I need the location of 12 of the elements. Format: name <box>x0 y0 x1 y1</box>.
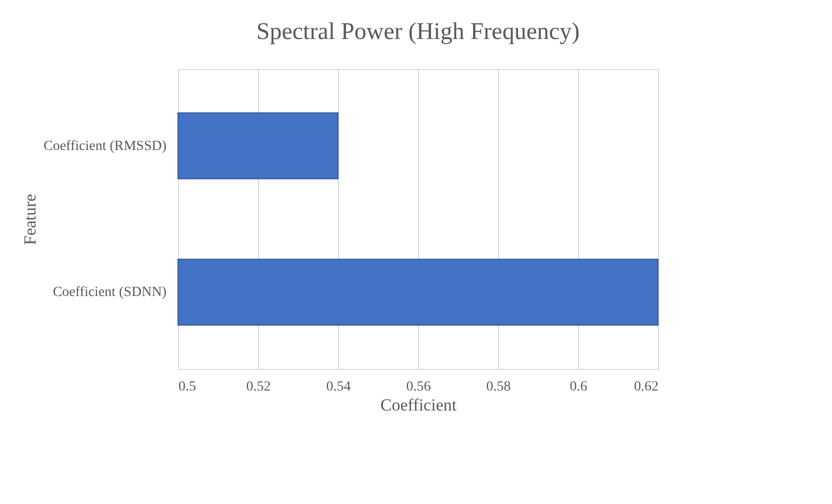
x-axis-title: Coefficient <box>380 396 457 414</box>
y-tick-label: Coefficient (SDNN) <box>52 285 167 300</box>
x-tick-label: 0.52 <box>246 380 271 394</box>
chart-title: Spectral Power (High Frequency) <box>256 19 580 45</box>
x-tick-label: 0.5 <box>178 380 196 394</box>
x-tick-label: 0.62 <box>634 380 658 394</box>
y-axis-title: Feature <box>20 194 40 245</box>
x-tick-label: 0.54 <box>326 380 351 394</box>
x-tick-label: 0.6 <box>570 380 588 394</box>
y-tick-label: Coefficient (RMSSD) <box>43 138 167 154</box>
x-tick-label: 0.56 <box>406 380 431 394</box>
x-tick-label: 0.58 <box>486 380 511 394</box>
